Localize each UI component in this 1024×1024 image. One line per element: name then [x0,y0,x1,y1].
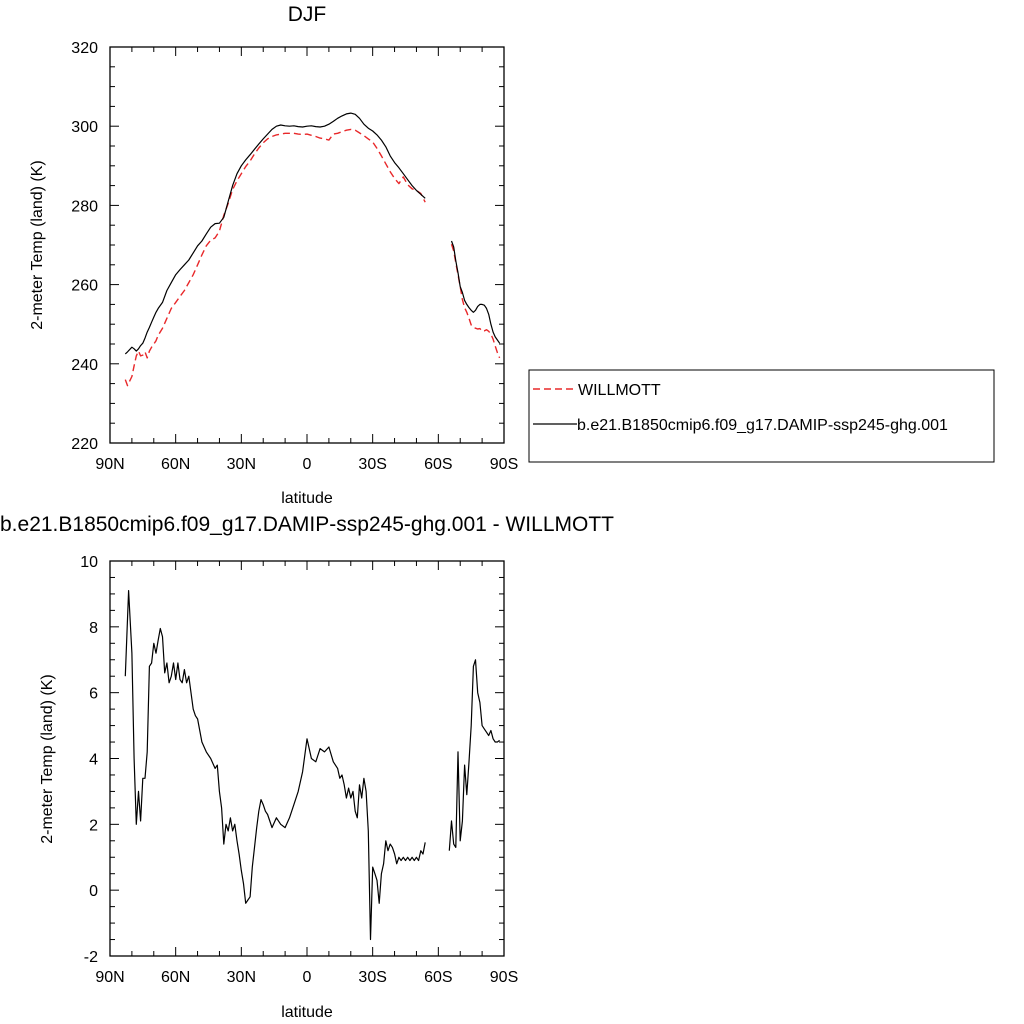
bottom-series [124,589,500,941]
legend-entry-willmott: WILLMOTT [578,382,661,399]
top-series-model-segment-1 [124,112,426,355]
top-x-tick-label: 30S [358,456,386,473]
top-x-axis-label: latitude [281,490,333,507]
bottom-y-tick-label: 4 [89,752,98,769]
bottom-chart-title: b.e21.B1850cmip6.f09_g17.DAMIP-ssp245-gh… [0,513,614,536]
bottom-y-axis-label: 2-meter Temp (land) (K) [39,674,56,844]
top-y-tick-label: 260 [71,278,98,295]
bottom-x-tick-label: 90N [95,969,124,986]
top-series-model-segment-2 [450,240,501,344]
top-tick-labels: 90N 60N 30N 0 30S 60S 90S 220 240 260 280 300 320 [71,40,518,473]
bottom-series-difference-segment-1 [124,589,426,941]
bottom-panel: b.e21.B1850cmip6.f09_g17.DAMIP-ssp245-gh… [0,513,614,1021]
legend-box [528,369,995,463]
bottom-y-tick-label: 10 [80,554,98,571]
bottom-x-axis-label: latitude [281,1004,333,1021]
bottom-x-tick-label: 30S [358,969,386,986]
bottom-x-tick-label: 60S [424,969,452,986]
bottom-y-tick-label: -2 [84,949,98,966]
top-series-willmott-segment-1 [124,128,426,387]
top-x-tick-label: 90N [95,456,124,473]
top-y-tick-label: 220 [71,436,98,453]
bottom-series-difference-segment-2 [448,659,500,851]
bottom-x-tick-label: 60N [161,969,190,986]
top-x-tick-label: 90S [490,456,518,473]
top-plot-frame [109,46,505,444]
top-x-tick-label: 60S [424,456,452,473]
top-y-tick-label: 320 [71,40,98,57]
bottom-y-tick-label: 2 [89,817,98,834]
bottom-y-tick-label: 8 [89,620,98,637]
top-y-tick-label: 300 [71,119,98,136]
top-y-tick-label: 280 [71,198,98,215]
top-x-tick-label: 0 [303,456,312,473]
legend-entry-model: b.e21.B1850cmip6.f09_g17.DAMIP-ssp245-gh… [577,417,948,434]
top-panel: DJF 90N 60N 30N 0 30S 60S 90S 220 240 260 280 300 32… [29,3,995,507]
bottom-ticks [109,560,505,957]
bottom-tick-labels: 90N 60N 30N 0 30S 60S 90S -2 0 2 4 6 8 10 [80,554,518,986]
top-series-willmott-segment-2 [450,243,501,359]
top-x-tick-label: 60N [161,456,190,473]
legend: WILLMOTT b.e21.B1850cmip6.f09_g17.DAMIP-… [528,369,995,463]
bottom-plot-frame [109,560,505,957]
top-ticks [109,46,505,444]
bottom-y-tick-label: 0 [89,883,98,900]
bottom-y-tick-label: 6 [89,686,98,703]
top-chart-title: DJF [288,3,327,26]
top-y-tick-label: 240 [71,357,98,374]
top-series [124,112,501,387]
bottom-x-tick-label: 90S [490,969,518,986]
top-x-tick-label: 30N [227,456,256,473]
top-y-axis-label: 2-meter Temp (land) (K) [29,160,46,330]
bottom-x-tick-label: 30N [227,969,256,986]
bottom-x-tick-label: 0 [303,969,312,986]
